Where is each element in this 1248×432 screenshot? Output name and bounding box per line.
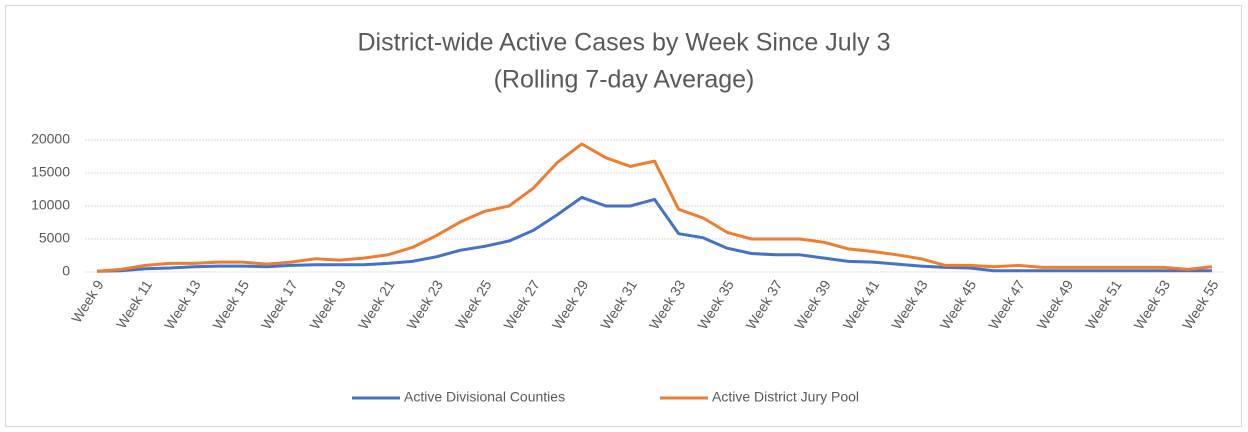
y-tick-label: 5000 (39, 230, 70, 246)
series-line (96, 195, 1212, 273)
chart-border (5, 5, 1242, 427)
y-tick-label: 0 (62, 263, 70, 279)
y-tick-label: 10000 (31, 197, 70, 213)
y-tick-label: 15000 (31, 164, 70, 180)
chart-subtitle: (Rolling 7-day Average) (494, 66, 755, 94)
chart-title: District-wide Active Cases by Week Since… (357, 29, 890, 57)
legend-label: Active Divisional Counties (404, 389, 565, 405)
y-tick-label: 20000 (31, 131, 70, 147)
legend-label: Active District Jury Pool (712, 389, 859, 405)
series-line (96, 142, 1213, 273)
